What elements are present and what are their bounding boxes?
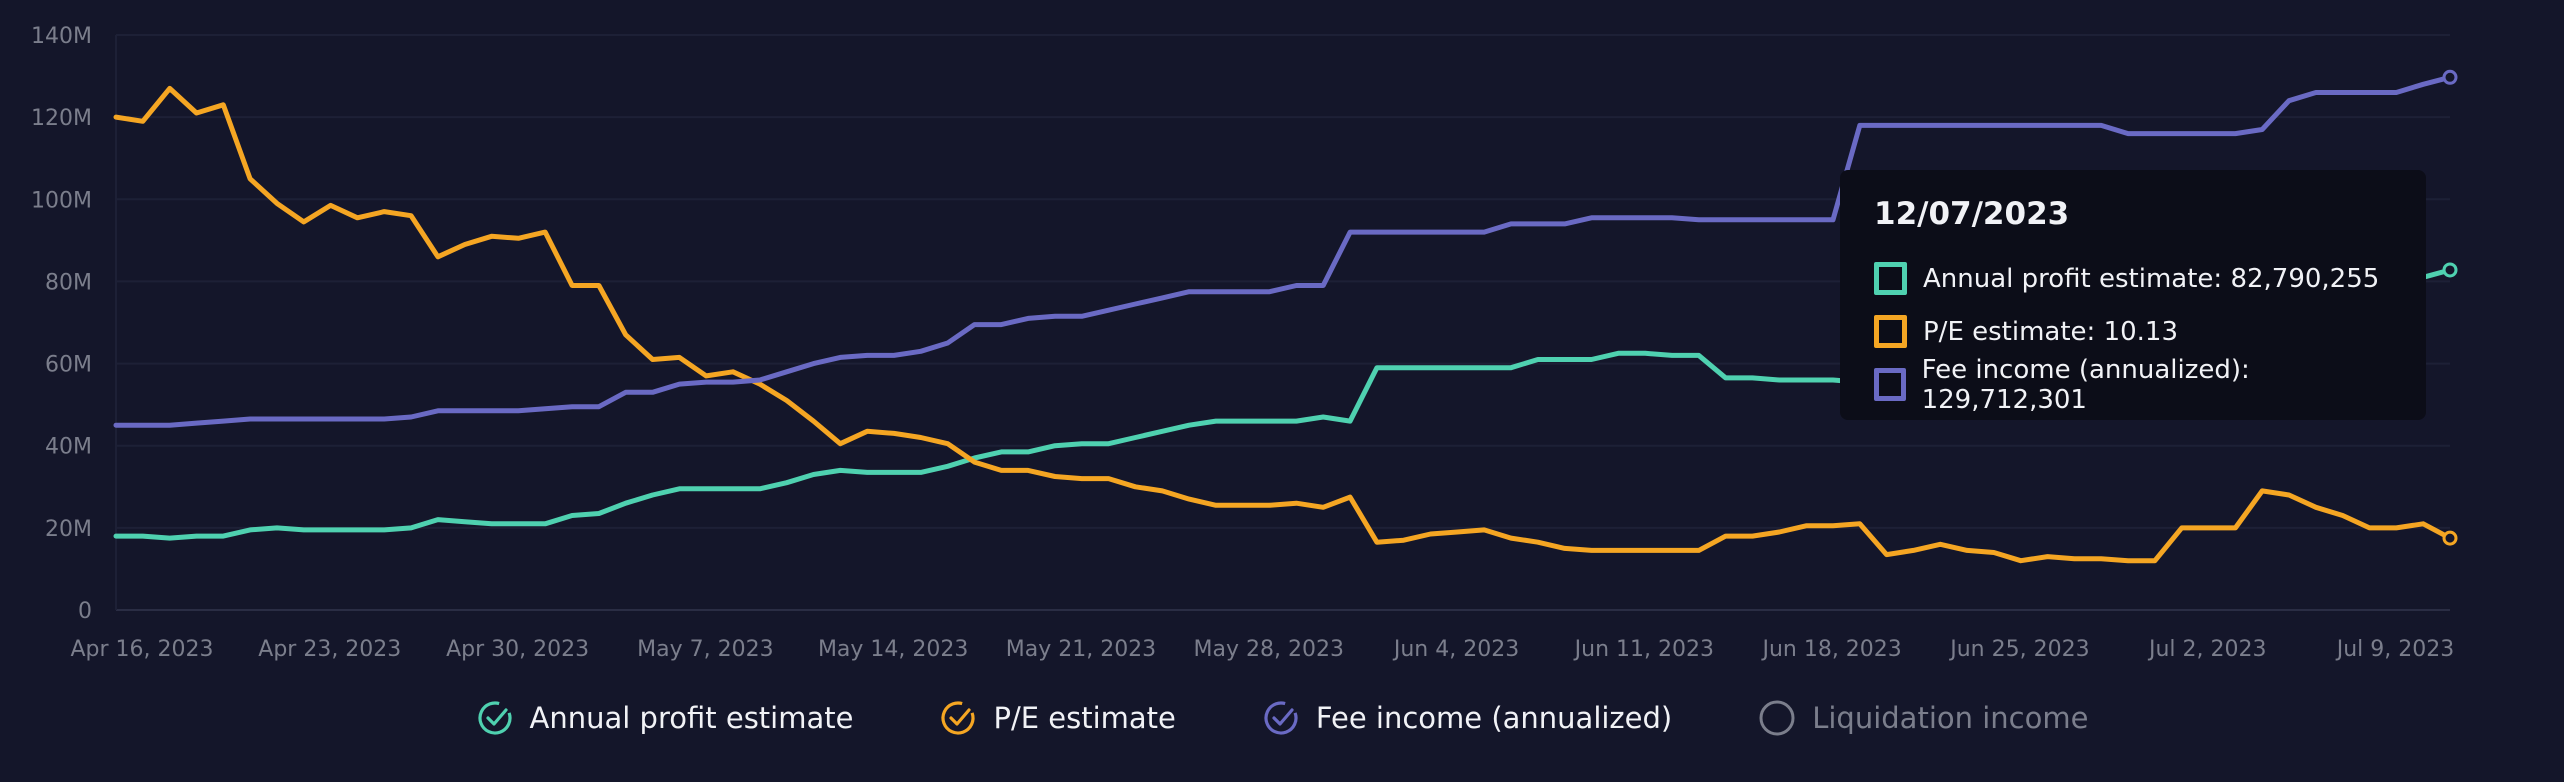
check-circle-icon (477, 701, 512, 735)
y-tick-label: 120M (31, 106, 92, 131)
y-tick-label: 0 (78, 599, 92, 624)
x-tick-label: May 7, 2023 (637, 637, 773, 662)
grid-lines (115, 34, 2450, 611)
legend: Annual profit estimate P/E estimate Fee … (0, 690, 2564, 746)
check-circle-icon (1264, 701, 1298, 735)
tooltip-row-profit: Annual profit estimate: 82,790,255 (1874, 252, 2392, 305)
empty-circle-icon (1759, 700, 1795, 736)
y-tick-label: 80M (45, 270, 92, 295)
x-tick-label: Jun 18, 2023 (1760, 637, 1901, 662)
series-line-2[interactable] (113, 74, 2453, 428)
legend-label: P/E estimate (993, 701, 1176, 735)
series-point[interactable] (2442, 530, 2458, 546)
legend-label: Liquidation income (1812, 701, 2089, 735)
x-tick-label: Jul 9, 2023 (2335, 637, 2455, 662)
x-axis: Apr 16, 2023 Apr 23, 2023 Apr 30, 2023 May … (70, 637, 2454, 662)
x-tick-label: May 14, 2023 (818, 637, 968, 662)
tooltip-row-pe: P/E estimate: 10.13 (1874, 305, 2392, 358)
check-circle-icon (941, 701, 976, 735)
tooltip: 12/07/2023 Annual profit estimate: 82,79… (1840, 170, 2426, 420)
x-tick-label: Jun 25, 2023 (1948, 637, 2089, 662)
x-tick-label: May 28, 2023 (1194, 637, 1344, 662)
legend-item-liquidation-income[interactable]: Liquidation income (1758, 699, 2088, 737)
x-tick-label: Jun 11, 2023 (1573, 637, 1714, 662)
tooltip-swatch (1874, 368, 1906, 401)
legend-item-fee-income[interactable]: Fee income (annualized) (1262, 699, 1672, 737)
y-tick-label: 20M (45, 517, 92, 542)
y-axis: 0 20M 40M 60M 80M 100M 120M 140M (31, 24, 92, 624)
tooltip-row-text: Fee income (annualized): 129,712,301 (1921, 354, 2250, 415)
tooltip-swatch (1874, 262, 1907, 295)
legend-label: Fee income (annualized) (1315, 701, 1673, 735)
legend-label: Annual profit estimate (529, 701, 854, 735)
legend-item-annual-profit[interactable]: Annual profit estimate (476, 699, 854, 737)
x-tick-label: Jun 4, 2023 (1392, 637, 1519, 662)
series-point[interactable] (2442, 262, 2458, 278)
x-tick-label: Jul 2, 2023 (2147, 637, 2267, 662)
tooltip-row-text: P/E estimate: 10.13 (1923, 316, 2178, 347)
series-point[interactable] (2442, 69, 2458, 85)
legend-item-pe-estimate[interactable]: P/E estimate (939, 699, 1176, 737)
x-tick-label: Apr 16, 2023 (70, 637, 213, 662)
x-tick-label: May 21, 2023 (1006, 637, 1156, 662)
tooltip-date: 12/07/2023 (1874, 196, 2070, 232)
y-tick-label: 40M (45, 435, 92, 460)
y-tick-label: 60M (45, 353, 92, 378)
tooltip-row-text: Annual profit estimate: 82,790,255 (1923, 263, 2380, 294)
tooltip-row-fee: Fee income (annualized): 129,712,301 (1874, 355, 2392, 415)
tooltip-swatch (1874, 315, 1907, 348)
y-tick-label: 140M (31, 24, 92, 49)
x-tick-label: Apr 23, 2023 (258, 637, 401, 662)
y-tick-label: 100M (31, 188, 92, 213)
x-tick-label: Apr 30, 2023 (446, 637, 589, 662)
series-line-1[interactable] (113, 85, 2453, 564)
